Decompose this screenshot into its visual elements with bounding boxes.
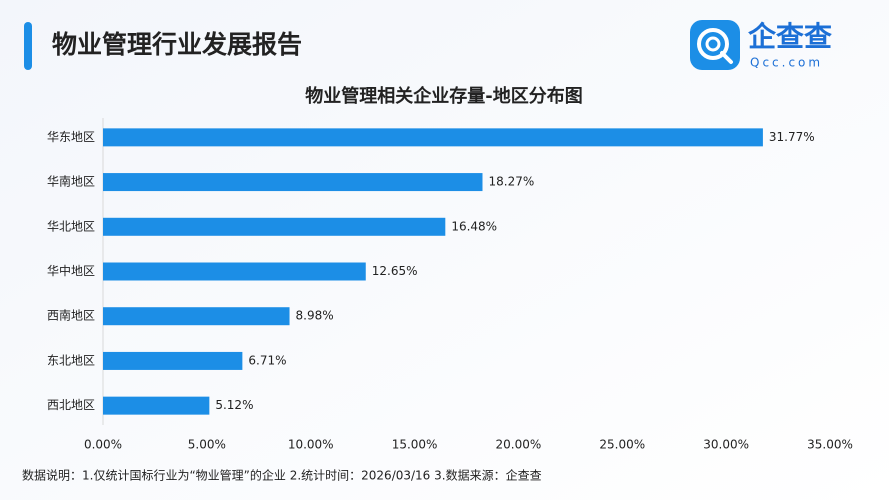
chart-title: 物业管理相关企业存量-地区分布图 (305, 85, 582, 107)
bar (103, 128, 763, 147)
x-tick-label: 35.00% (807, 438, 853, 452)
y-tick-label: 华南地区 (47, 174, 95, 189)
footer-note: 数据说明：1.仅统计国标行业为“物业管理”的企业 2.统计时间：2026/03/… (22, 468, 542, 483)
logo-domain: Qcc.com (750, 56, 823, 70)
bar (103, 307, 290, 326)
value-label: 12.65% (372, 264, 418, 278)
x-tick-label: 0.00% (84, 438, 122, 452)
value-label: 16.48% (451, 219, 497, 233)
bar (103, 217, 446, 236)
logo-name: 企查查 (748, 20, 832, 53)
value-label: 5.12% (215, 398, 253, 412)
value-label: 18.27% (488, 175, 534, 189)
y-tick-label: 东北地区 (47, 353, 95, 367)
bar (103, 351, 243, 370)
y-tick-label: 西北地区 (47, 398, 95, 412)
page-title: 物业管理行业发展报告 (52, 30, 302, 59)
x-tick-label: 25.00% (599, 438, 645, 452)
y-tick-label: 华东地区 (47, 130, 95, 144)
y-tick-label: 华北地区 (47, 219, 95, 233)
logo-ring (697, 28, 729, 60)
x-tick-label: 20.00% (496, 438, 542, 452)
logo-handle (720, 51, 733, 64)
value-label: 6.71% (248, 353, 286, 367)
x-tick-label: 30.00% (703, 438, 749, 452)
title-accent (24, 22, 32, 70)
x-tick-label: 15.00% (392, 438, 438, 452)
y-tick-label: 华中地区 (47, 263, 95, 278)
x-tick-label: 10.00% (288, 438, 334, 452)
value-label: 8.98% (296, 309, 334, 323)
value-label: 31.77% (769, 130, 815, 144)
bar (103, 396, 210, 415)
x-tick-label: 5.00% (188, 438, 226, 452)
bar (103, 262, 366, 281)
logo: 企查查 Qcc.com (690, 20, 832, 70)
y-tick-label: 西南地区 (47, 308, 95, 323)
logo-ring-inner (705, 36, 721, 52)
bar (103, 173, 483, 192)
